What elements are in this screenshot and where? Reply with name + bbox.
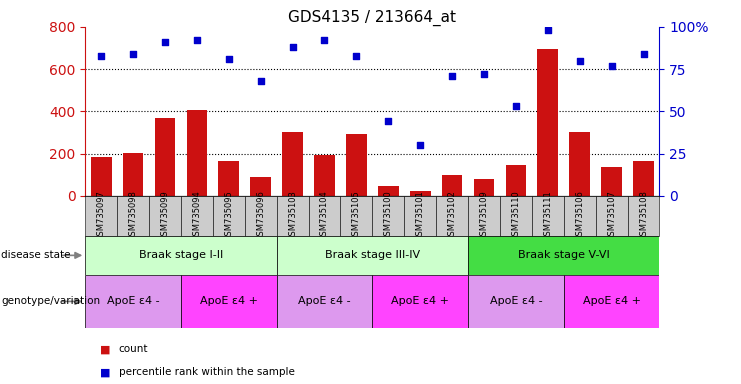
Bar — [117, 196, 149, 236]
Point — [96, 53, 107, 59]
Bar — [85, 196, 117, 236]
Bar — [187, 110, 207, 196]
Text: GSM735099: GSM735099 — [161, 190, 170, 242]
Bar — [473, 179, 494, 196]
Bar — [276, 196, 308, 236]
Point — [191, 37, 203, 43]
Text: GSM735111: GSM735111 — [543, 190, 552, 242]
Bar — [123, 152, 144, 196]
Bar — [245, 196, 276, 236]
Text: ApoE ε4 -: ApoE ε4 - — [490, 296, 542, 306]
Bar — [276, 236, 468, 275]
Text: GSM735098: GSM735098 — [129, 190, 138, 242]
Bar — [314, 155, 335, 196]
Text: ApoE ε4 +: ApoE ε4 + — [200, 296, 258, 306]
Text: GSM735110: GSM735110 — [511, 190, 520, 242]
Bar — [537, 49, 558, 196]
Bar — [468, 196, 500, 236]
Bar — [564, 196, 596, 236]
Point — [382, 118, 394, 124]
Bar — [91, 157, 112, 196]
Point — [478, 71, 490, 77]
Bar — [569, 132, 590, 196]
Bar — [213, 196, 245, 236]
Text: GSM735104: GSM735104 — [320, 190, 329, 242]
Text: percentile rank within the sample: percentile rank within the sample — [119, 367, 294, 377]
Text: genotype/variation: genotype/variation — [1, 296, 101, 306]
Point — [319, 37, 330, 43]
Text: GSM735109: GSM735109 — [479, 190, 488, 242]
Bar — [149, 196, 181, 236]
Bar — [378, 186, 399, 196]
Point — [574, 58, 585, 64]
Text: disease state: disease state — [1, 250, 71, 260]
Text: Braak stage III-IV: Braak stage III-IV — [325, 250, 420, 260]
Point — [127, 51, 139, 57]
Bar — [596, 196, 628, 236]
Point — [637, 51, 649, 57]
Bar — [276, 275, 372, 328]
Bar — [346, 134, 367, 196]
Bar — [372, 196, 405, 236]
Point — [510, 103, 522, 109]
Point — [542, 27, 554, 33]
Text: GSM735101: GSM735101 — [416, 190, 425, 242]
Point — [159, 39, 171, 45]
Bar — [628, 196, 659, 236]
Point — [223, 56, 235, 62]
Point — [446, 73, 458, 79]
Text: ApoE ε4 -: ApoE ε4 - — [107, 296, 159, 306]
Text: ApoE ε4 +: ApoE ε4 + — [391, 296, 449, 306]
Text: ApoE ε4 +: ApoE ε4 + — [582, 296, 641, 306]
Bar — [181, 275, 276, 328]
Text: GSM735105: GSM735105 — [352, 190, 361, 242]
Bar — [410, 190, 431, 196]
Bar — [250, 177, 271, 196]
Text: Braak stage I-II: Braak stage I-II — [139, 250, 223, 260]
Bar — [340, 196, 372, 236]
Bar — [601, 167, 622, 196]
Bar — [372, 275, 468, 328]
Bar — [85, 275, 181, 328]
Text: GSM735103: GSM735103 — [288, 190, 297, 242]
Point — [414, 142, 426, 148]
Bar — [181, 196, 213, 236]
Text: GSM735097: GSM735097 — [96, 190, 106, 242]
Point — [350, 53, 362, 59]
Bar — [468, 275, 564, 328]
Text: GSM735107: GSM735107 — [607, 190, 616, 242]
Bar — [308, 196, 340, 236]
Bar — [500, 196, 532, 236]
Point — [287, 44, 299, 50]
Point — [255, 78, 267, 84]
Bar — [505, 165, 526, 196]
Text: GSM735106: GSM735106 — [575, 190, 584, 242]
Text: ■: ■ — [100, 367, 110, 377]
Text: GSM735094: GSM735094 — [193, 190, 202, 242]
Text: GSM735102: GSM735102 — [448, 190, 456, 242]
Bar — [219, 161, 239, 196]
Text: GSM735100: GSM735100 — [384, 190, 393, 242]
Bar — [633, 161, 654, 196]
Bar — [436, 196, 468, 236]
Bar — [564, 275, 659, 328]
Bar — [442, 175, 462, 196]
Text: GSM735095: GSM735095 — [225, 190, 233, 242]
Text: GSM735108: GSM735108 — [639, 190, 648, 242]
Text: Braak stage V-VI: Braak stage V-VI — [518, 250, 610, 260]
Bar — [282, 132, 303, 196]
Text: ■: ■ — [100, 344, 110, 354]
Text: ApoE ε4 -: ApoE ε4 - — [298, 296, 350, 306]
Bar — [155, 118, 176, 196]
Text: GSM735096: GSM735096 — [256, 190, 265, 242]
Bar — [468, 236, 659, 275]
Bar — [532, 196, 564, 236]
Point — [605, 63, 617, 69]
Bar — [85, 236, 276, 275]
Title: GDS4135 / 213664_at: GDS4135 / 213664_at — [288, 9, 456, 25]
Bar — [405, 196, 436, 236]
Text: count: count — [119, 344, 148, 354]
